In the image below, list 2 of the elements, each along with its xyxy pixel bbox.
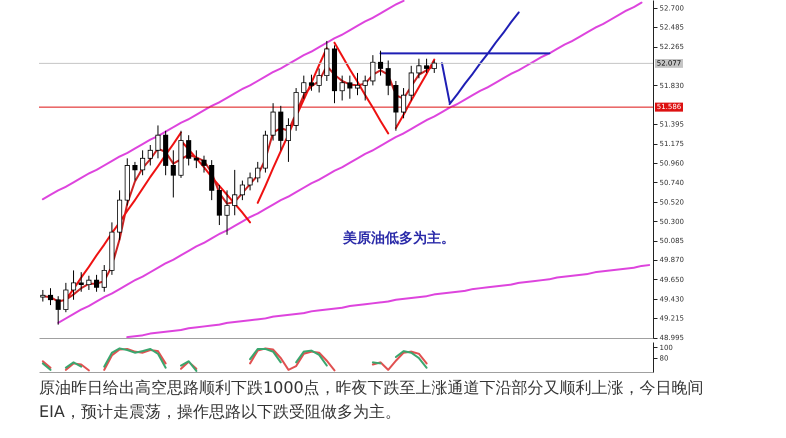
text: 原油昨日给出高空思路顺利下跌1000点，昨夜下跌至上涨通道下沿部分又顺利上涨，今日晚间EIA，预计走震荡，操作思路以下跌受阻做多为主。 (39, 378, 704, 421)
annotation: 美原油低多为主。 (342, 229, 455, 246)
